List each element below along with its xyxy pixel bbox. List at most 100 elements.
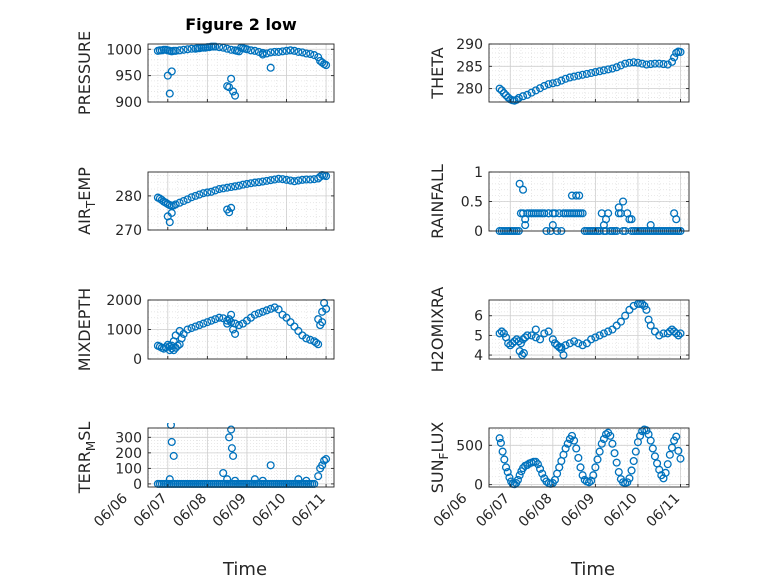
data-point [187, 44, 196, 53]
data-point [167, 208, 176, 217]
data-point [595, 447, 604, 456]
data-point [223, 319, 232, 328]
y-tick-label: 500 [456, 438, 483, 454]
data-point [499, 89, 508, 98]
data-point [604, 65, 613, 74]
y-tick-label: 1000 [106, 323, 142, 339]
data-point [203, 188, 212, 197]
data-point [625, 58, 634, 67]
data-point [318, 318, 327, 327]
data-point [207, 316, 216, 325]
data-point [655, 59, 664, 68]
data-point [195, 321, 204, 330]
data-point [169, 451, 178, 460]
data-point [274, 174, 283, 183]
data-markers [495, 425, 685, 489]
data-point [513, 475, 522, 484]
data-point [171, 331, 180, 340]
data-point [538, 469, 547, 478]
data-point [572, 191, 581, 200]
data-point [250, 178, 259, 187]
y-tick-label: 285 [456, 59, 483, 75]
data-point [262, 176, 271, 185]
data-point [610, 449, 619, 458]
data-point [266, 304, 275, 313]
y-tick-label: 300 [115, 430, 142, 446]
data-point [173, 341, 182, 350]
data-point [516, 339, 525, 348]
axes-box [488, 299, 690, 360]
data-point [306, 49, 315, 59]
data-point [250, 310, 259, 319]
data-point [242, 179, 251, 188]
data-point [231, 91, 240, 100]
data-point [499, 329, 508, 338]
data-point [599, 329, 608, 338]
data-point [544, 209, 553, 218]
data-point [540, 329, 549, 338]
y-tick-label: 290 [456, 37, 483, 53]
y-tick-label: 100 [115, 461, 142, 477]
data-point [322, 172, 331, 181]
data-point [627, 215, 636, 224]
data-point [171, 46, 180, 55]
axes-box [147, 427, 335, 488]
data-point [310, 51, 319, 60]
data-point [219, 314, 228, 323]
y-tick-label: 0 [474, 478, 483, 494]
y-tick-label: 270 [115, 223, 142, 239]
data-point [314, 472, 323, 481]
data-point [495, 329, 504, 338]
data-point [531, 325, 540, 334]
data-point [215, 185, 224, 194]
data-point [670, 53, 679, 62]
data-point [215, 313, 224, 322]
data-point [175, 326, 184, 336]
data-markers [153, 171, 331, 227]
data-point [584, 478, 594, 487]
panel-rainfall: 0 0.5 1 RAINFALL [428, 164, 690, 240]
data-point [191, 322, 200, 331]
data-point [187, 323, 196, 333]
data-point [227, 45, 236, 54]
data-point [575, 191, 584, 200]
data-point [227, 310, 236, 319]
data-point [601, 430, 611, 439]
data-point [663, 460, 672, 469]
data-point [312, 338, 321, 347]
data-point [672, 215, 681, 224]
data-point [531, 86, 540, 95]
data-point [225, 208, 234, 217]
data-point [642, 426, 651, 435]
data-point [531, 333, 540, 342]
data-point [582, 69, 591, 78]
data-point [672, 329, 681, 338]
data-point [536, 335, 545, 344]
data-point [318, 461, 327, 470]
data-point [676, 329, 685, 338]
data-point [322, 455, 331, 464]
data-point [286, 318, 295, 327]
y-tick-label: 0 [133, 477, 142, 493]
data-point [544, 327, 553, 336]
data-point [254, 178, 263, 187]
data-point [500, 455, 509, 464]
data-point [514, 93, 523, 103]
data-point [667, 443, 677, 452]
data-point [298, 175, 307, 184]
y-axis-label: RAINFALL [428, 164, 447, 239]
x-axis-label: Time [570, 559, 615, 580]
data-point [659, 60, 668, 69]
data-point [302, 49, 311, 58]
data-point [557, 76, 566, 85]
data-point [234, 321, 244, 330]
data-point [638, 299, 647, 308]
data-point [227, 182, 236, 192]
data-point [670, 436, 679, 445]
data-point [270, 303, 279, 312]
y-tick-label: 0 [474, 224, 483, 240]
data-point [179, 196, 188, 206]
panel-air-temp: 270 280 AIRTEMP [75, 167, 335, 239]
data-point [565, 73, 574, 82]
